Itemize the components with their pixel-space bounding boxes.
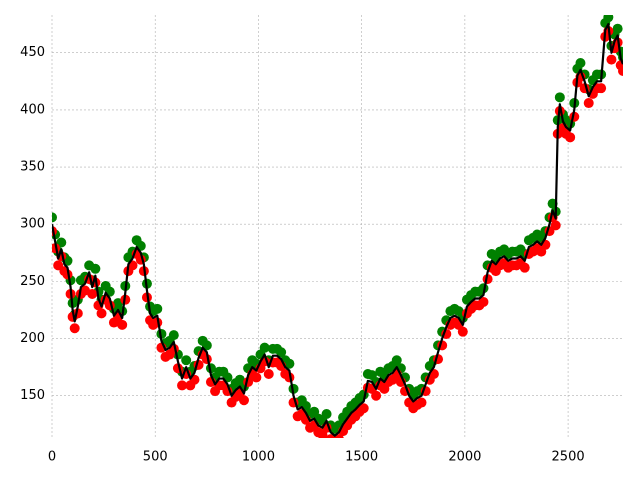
point bbox=[238, 395, 249, 406]
point bbox=[519, 262, 530, 273]
y-tick-label: 400 bbox=[20, 102, 45, 117]
y-tick-label: 200 bbox=[20, 331, 45, 346]
point bbox=[457, 326, 468, 337]
x-tick-label: 500 bbox=[143, 450, 168, 465]
point bbox=[550, 220, 561, 231]
point bbox=[152, 303, 163, 314]
y-tick-label: 300 bbox=[20, 217, 45, 232]
point bbox=[565, 132, 576, 143]
point bbox=[606, 54, 617, 65]
tick-labels: 0 500 1000 1500 2000 2500 150 200 250 300 350 400 45… bbox=[20, 45, 584, 464]
point bbox=[391, 355, 402, 366]
x-tick-label: 2000 bbox=[448, 450, 481, 465]
point bbox=[321, 408, 332, 419]
y-tick-label: 250 bbox=[20, 274, 45, 289]
point bbox=[371, 390, 382, 401]
point bbox=[416, 397, 427, 408]
point bbox=[90, 263, 101, 274]
point bbox=[554, 92, 565, 103]
point bbox=[263, 368, 274, 379]
point bbox=[583, 98, 594, 109]
x-tick-label: 2500 bbox=[552, 450, 585, 465]
x-tick-label: 1000 bbox=[242, 450, 275, 465]
point bbox=[575, 58, 586, 69]
grid bbox=[51, 15, 623, 438]
point bbox=[603, 15, 614, 23]
point bbox=[69, 323, 80, 334]
point bbox=[596, 83, 607, 94]
y-tick-label: 450 bbox=[20, 45, 45, 60]
point bbox=[251, 372, 262, 383]
point bbox=[87, 288, 98, 299]
point bbox=[612, 23, 623, 34]
y-tick-label: 150 bbox=[20, 388, 45, 403]
x-tick-label: 0 bbox=[48, 450, 56, 465]
x-tick-label: 1500 bbox=[345, 450, 378, 465]
plot-area bbox=[52, 15, 623, 438]
point bbox=[96, 308, 107, 319]
point bbox=[168, 330, 179, 341]
point bbox=[181, 355, 192, 366]
point bbox=[117, 319, 128, 330]
point bbox=[332, 437, 337, 438]
line bbox=[52, 23, 623, 437]
point bbox=[358, 403, 369, 414]
y-tick-label: 350 bbox=[20, 160, 45, 175]
point bbox=[478, 296, 489, 307]
point bbox=[284, 358, 295, 369]
point bbox=[177, 380, 188, 391]
point bbox=[618, 66, 623, 77]
point bbox=[52, 212, 57, 223]
point bbox=[276, 347, 287, 358]
point bbox=[259, 342, 270, 353]
